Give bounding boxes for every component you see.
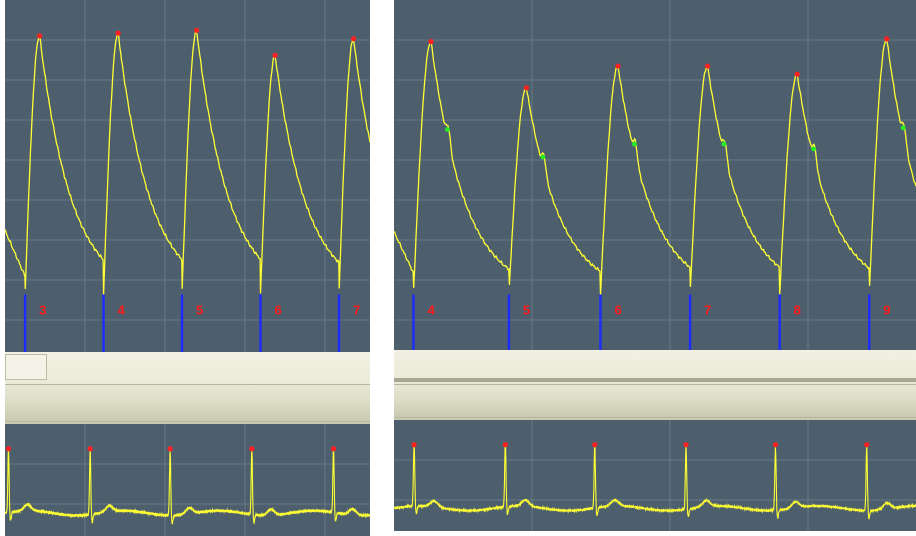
beat-number-label: 8 xyxy=(794,303,801,318)
beat-peak-marker xyxy=(428,39,434,45)
beat-number-label: 9 xyxy=(883,303,890,318)
right-scrollbar[interactable] xyxy=(394,384,916,418)
ecg-waveform-line xyxy=(5,448,370,525)
left-pressure-chart: 3 4 5 6 7 xyxy=(5,0,370,352)
beat-peak-marker xyxy=(194,27,200,33)
beat-peak-marker xyxy=(884,36,890,42)
r-peak-marker xyxy=(330,446,337,452)
r-peak-marker xyxy=(592,442,598,448)
beat-peak-marker xyxy=(523,85,530,91)
beat-number-label: 5 xyxy=(523,303,530,318)
beat-peak-marker xyxy=(350,36,357,42)
beat-number-label: 7 xyxy=(353,302,360,317)
r-peak-marker xyxy=(772,442,779,448)
r-peak-marker xyxy=(167,446,173,452)
r-peak-marker xyxy=(683,442,689,448)
left-pressure-plot: 3 4 5 6 7 xyxy=(5,0,370,352)
r-peak-marker xyxy=(87,446,93,452)
beat-number-label: 4 xyxy=(118,302,126,317)
r-peak-marker xyxy=(411,442,417,448)
right-pressure-plot: 4 5 6 7 8 9 xyxy=(394,0,916,350)
dicrotic-notch-marker xyxy=(811,146,816,152)
beat-number-label: 4 xyxy=(427,303,435,318)
beat-number-label: 6 xyxy=(275,302,282,317)
left-ecg-plot xyxy=(5,424,370,536)
r-peak-marker xyxy=(502,442,508,448)
dicrotic-notch-marker xyxy=(900,125,906,131)
beat-number-label: 3 xyxy=(39,302,46,317)
left-toolbar xyxy=(5,352,370,424)
beat-peak-marker xyxy=(704,63,711,69)
beat-peak-marker xyxy=(37,33,43,39)
right-ecg-chart xyxy=(394,420,916,531)
left-status-cell xyxy=(5,354,47,380)
beat-peak-marker xyxy=(794,71,800,77)
right-pressure-chart: 4 5 6 7 8 9 xyxy=(394,0,916,350)
dicrotic-notch-marker xyxy=(721,141,727,147)
right-toolbar xyxy=(394,350,916,420)
left-scrollbar[interactable] xyxy=(5,384,370,422)
beat-number-label: 6 xyxy=(614,303,621,318)
beat-number-label: 7 xyxy=(704,303,711,318)
ecg-waveform-line xyxy=(394,442,916,520)
r-peak-marker xyxy=(5,446,12,452)
beat-peak-marker xyxy=(272,52,278,58)
r-peak-marker xyxy=(864,442,870,448)
pressure-waveform-line xyxy=(5,28,370,295)
right-toolbar-edge xyxy=(394,378,916,382)
dicrotic-notch-marker xyxy=(631,141,637,147)
beat-peak-marker xyxy=(615,63,621,69)
right-ecg-plot xyxy=(394,420,916,531)
r-peak-marker xyxy=(249,446,255,452)
beat-peak-marker xyxy=(115,30,121,36)
dicrotic-notch-marker xyxy=(444,127,450,132)
dicrotic-notch-marker xyxy=(540,154,546,160)
pressure-waveform-line xyxy=(394,37,916,295)
beat-number-label: 5 xyxy=(196,302,203,317)
left-ecg-chart xyxy=(5,424,370,536)
